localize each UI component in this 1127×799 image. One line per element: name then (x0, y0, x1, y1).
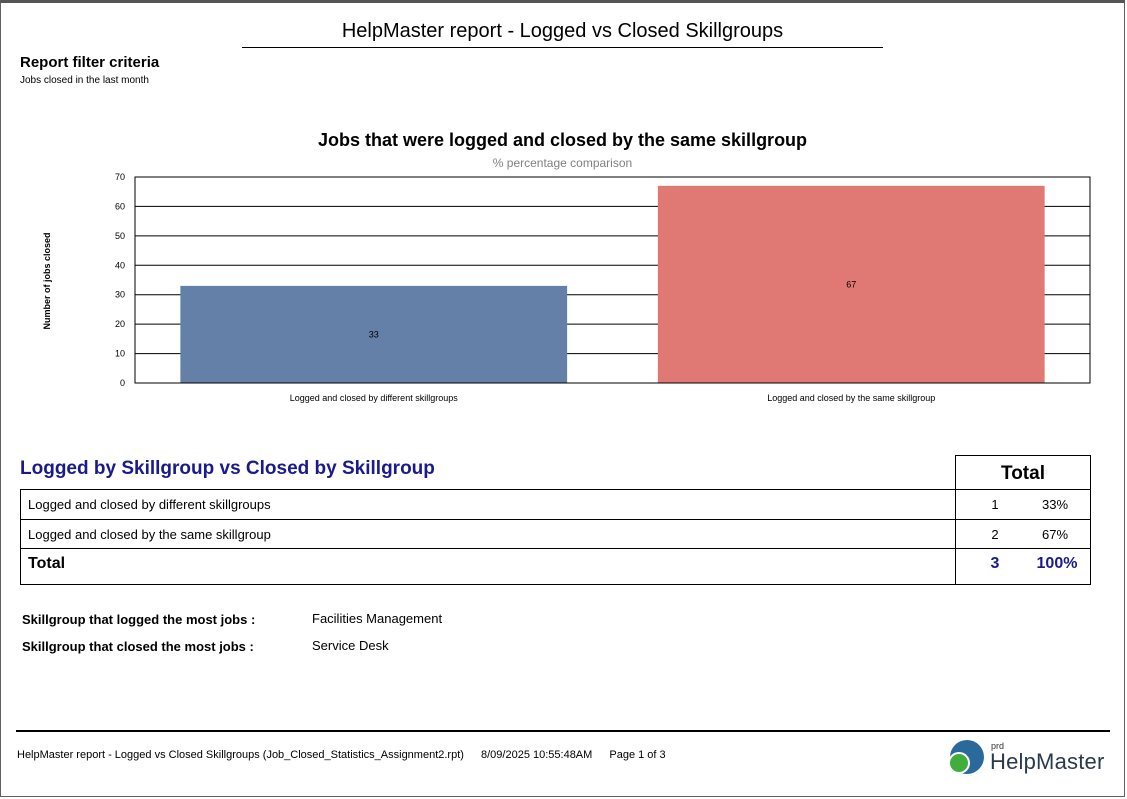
most-logged-value: Facilities Management (312, 611, 443, 626)
table-row-divider (20, 519, 1091, 520)
table-row-divider (20, 548, 1091, 549)
logo-name: HelpMaster (990, 749, 1105, 774)
data-label: 33 (369, 329, 379, 339)
filter-criteria-text: Jobs closed in the last month (20, 75, 149, 86)
summary-table (20, 489, 1091, 585)
footer: HelpMaster report - Logged vs Closed Ski… (17, 749, 680, 761)
table-divider (955, 489, 956, 585)
filter-criteria-heading: Report filter criteria (20, 54, 160, 71)
y-tick-label: 60 (115, 201, 125, 211)
y-tick-label: 50 (115, 231, 125, 241)
bar (657, 185, 1045, 383)
y-tick-label: 70 (115, 172, 125, 182)
most-closed-value: Service Desk (312, 638, 389, 653)
table-heading: Logged by Skillgroup vs Closed by Skillg… (20, 458, 435, 479)
total-column-header: Total (955, 455, 1091, 491)
chart-title: Jobs that were logged and closed by the … (317, 130, 808, 150)
table-row-percent: 67% (1041, 527, 1069, 542)
footer-page-number: Page 1 of 3 (609, 749, 666, 761)
footer-report-name: HelpMaster report - Logged vs Closed Ski… (17, 749, 464, 761)
data-label: 67 (846, 279, 856, 289)
y-tick-label: 10 (115, 349, 125, 359)
plot-area-border (134, 176, 1091, 384)
table-row-count: 2 (991, 527, 999, 542)
chart-subtitle: % percentage comparison (492, 156, 633, 170)
footer-timestamp: 8/09/2025 10:55:48AM (481, 749, 593, 761)
x-tick-label: Logged and closed by the same skillgroup (767, 393, 935, 403)
table-row-percent: 33% (1041, 497, 1069, 512)
table-total-label: Total (28, 555, 66, 572)
x-tick-label: Logged and closed by different skillgrou… (290, 393, 458, 403)
y-tick-label: 20 (115, 319, 125, 329)
footer-divider (16, 730, 1110, 732)
table-total-count: 3 (990, 555, 1000, 572)
table-row-count: 1 (991, 497, 999, 512)
bar (180, 285, 568, 383)
y-tick-label: 30 (115, 290, 125, 300)
most-logged-label: Skillgroup that logged the most jobs : (22, 612, 256, 627)
y-axis-label: Number of jobs closed (42, 232, 52, 329)
logo-green-circle-icon (948, 752, 970, 774)
y-tick-label: 40 (115, 260, 125, 270)
y-tick-label: 0 (120, 378, 125, 388)
bar-chart: 0 10 20 30 40 50 60 70 33 Logged and closed by di… (42, 172, 1091, 403)
table-row-label: Logged and closed by different skillgrou… (28, 497, 271, 512)
most-closed-label: Skillgroup that closed the most jobs : (22, 639, 254, 654)
helpmaster-logo: prd HelpMaster (948, 738, 1104, 778)
table-row-label: Logged and closed by the same skillgroup (28, 527, 271, 542)
table-total-percent: 100% (1036, 555, 1078, 572)
logo-prefix: prd (991, 741, 1005, 751)
report-title: HelpMaster report - Logged vs Closed Ski… (242, 20, 883, 48)
